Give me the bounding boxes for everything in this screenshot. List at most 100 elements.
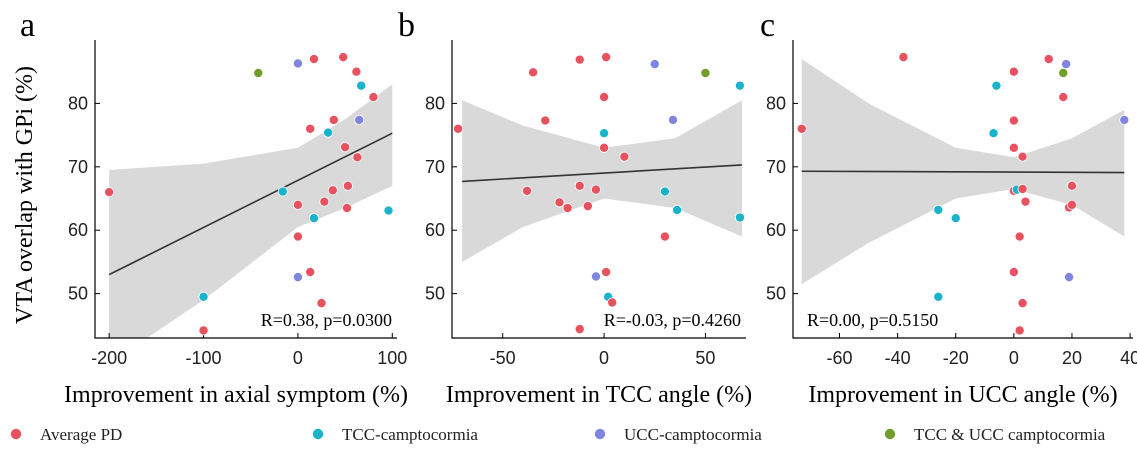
panel-letter-b: b [398,7,415,44]
x-tick-label: 100 [377,348,407,368]
data-point-average-pd [522,185,533,196]
data-point-ucc [649,59,660,70]
data-point-average-pd [368,92,379,103]
data-point-tcc [383,205,394,216]
legend-label: UCC-camptocormia [624,425,762,444]
data-point-average-pd [1008,142,1019,153]
confidence-band [462,100,742,262]
data-point-tcc-ucc [253,67,264,78]
legend-label: TCC & UCC camptocormia [914,425,1106,444]
x-tick-label: 0 [293,348,303,368]
data-point-average-pd [292,199,303,210]
data-point-average-pd [352,152,363,163]
data-point-average-pd [305,123,316,134]
y-tick-label: 70 [425,157,445,177]
data-point-average-pd [607,297,618,308]
data-point-ucc [292,58,303,69]
x-tick-label: 0 [599,348,609,368]
x-axis-label-c: Improvement in UCC angle (%) [808,382,1117,408]
y-tick-label: 60 [766,220,786,240]
legend-marker-tcc-ucc [884,428,896,440]
data-point-tcc [672,204,683,215]
data-point-average-pd [316,298,327,309]
data-point-average-pd [342,180,353,191]
data-point-average-pd [1043,54,1054,65]
axes [94,40,397,339]
data-point-average-pd [308,54,319,65]
x-tick-label: -60 [826,348,852,368]
y-tick-label: 50 [68,284,88,304]
data-point-tcc [323,127,334,138]
data-point-average-pd [619,151,630,162]
y-axis-label: VTA overlap with GPi (%) [12,66,38,324]
data-point-average-pd [574,180,585,191]
data-point-ucc [590,271,601,282]
data-point-tcc [991,80,1002,91]
x-tick-label: -40 [885,348,911,368]
data-point-average-pd [1066,199,1077,210]
data-point-average-pd [601,267,612,278]
data-point-tcc-ucc [700,67,711,78]
data-point-tcc [933,291,944,302]
data-point-average-pd [341,203,352,214]
data-point-average-pd [554,197,565,208]
data-point-average-pd [562,203,573,214]
data-point-average-pd [327,185,338,196]
data-point-average-pd [1008,267,1019,278]
x-tick-label: -100 [186,348,222,368]
regression-line [462,164,742,183]
data-point-average-pd [319,196,330,207]
data-point-average-pd [590,184,601,195]
data-point-average-pd [659,231,670,242]
y-tick-label: 50 [766,284,786,304]
x-tick-label: -20 [943,348,969,368]
data-point-tcc [277,186,288,197]
panel-letter-c: c [760,7,775,44]
legend-label: Average PD [40,425,122,444]
x-tick-label: 0 [1009,348,1019,368]
data-point-average-pd [1014,231,1025,242]
y-tick-label: 80 [68,93,88,113]
data-point-tcc [356,80,367,91]
data-point-average-pd [1017,151,1028,162]
axes [792,40,1133,339]
data-point-average-pd [796,123,807,134]
data-point-average-pd [1008,115,1019,126]
data-point-average-pd [328,114,339,125]
x-tick-label: -50 [490,348,516,368]
y-tick-label: 70 [68,157,88,177]
data-point-ucc [1119,114,1130,125]
regression-line [108,132,393,276]
data-point-average-pd [453,123,464,134]
y-tick-label: 70 [766,157,786,177]
confidence-band [109,84,393,338]
legend-marker-tcc [312,428,324,440]
legend: Average PD TCC-camptocormia UCC-camptocorm… [10,425,1106,444]
data-point-average-pd [1017,298,1028,309]
data-point-tcc [988,128,999,139]
regression-line [801,170,1125,174]
y-tick-label: 80 [766,93,786,113]
data-point-ucc [668,114,679,125]
data-point-average-pd [351,66,362,77]
data-point-tcc [198,291,209,302]
data-point-average-pd [582,201,593,212]
y-tick-label: 60 [425,220,445,240]
legend-marker-average-pd [10,428,22,440]
data-point-average-pd [574,54,585,65]
legend-label: TCC-camptocormia [342,425,478,444]
data-point-tcc [933,204,944,215]
data-point-average-pd [292,231,303,242]
data-point-ucc [354,114,365,125]
x-tick-label: 50 [695,348,715,368]
panel-letter-a: a [20,7,35,44]
data-point-tcc [734,80,745,91]
data-point-average-pd [898,52,909,63]
panel-a: 50 60 70 80 -200 -100 0 100 R=0.38, p=0.0300 [68,40,407,368]
data-point-average-pd [198,325,209,336]
data-point-average-pd [574,324,585,335]
x-axis-label-a: Improvement in axial symptom (%) [64,382,408,408]
data-point-average-pd [1017,183,1028,194]
y-tick-label: 60 [68,220,88,240]
